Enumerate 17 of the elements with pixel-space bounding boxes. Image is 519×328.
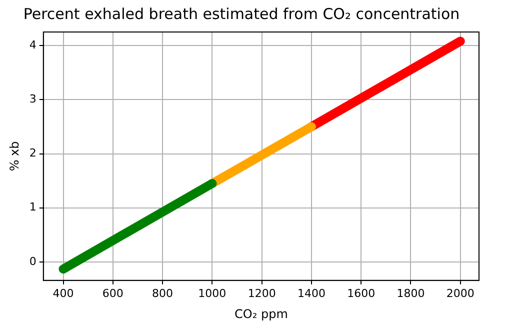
chart-title: Percent exhaled breath estimated from CO₂ concentration — [23, 4, 460, 23]
x-tick-label: 400 — [52, 286, 74, 300]
x-tick-label: 1400 — [297, 286, 326, 300]
x-tick-label: 800 — [152, 286, 174, 300]
y-tick-label: 1 — [29, 200, 36, 214]
y-tick-label: 2 — [29, 146, 36, 160]
y-tick-label: 0 — [29, 254, 36, 268]
x-tick-label: 2000 — [446, 286, 474, 300]
x-tick-label: 1600 — [347, 286, 376, 300]
y-tick-label: 3 — [29, 92, 36, 106]
x-tick-label: 1000 — [198, 286, 226, 300]
x-tick-label: 1200 — [248, 286, 276, 300]
y-axis-title: % xb — [7, 141, 22, 172]
x-axis-title: CO₂ ppm — [234, 306, 288, 321]
x-tick-label: 1800 — [396, 286, 425, 300]
y-tick-label: 4 — [29, 38, 36, 52]
x-tick-label: 600 — [102, 286, 124, 300]
